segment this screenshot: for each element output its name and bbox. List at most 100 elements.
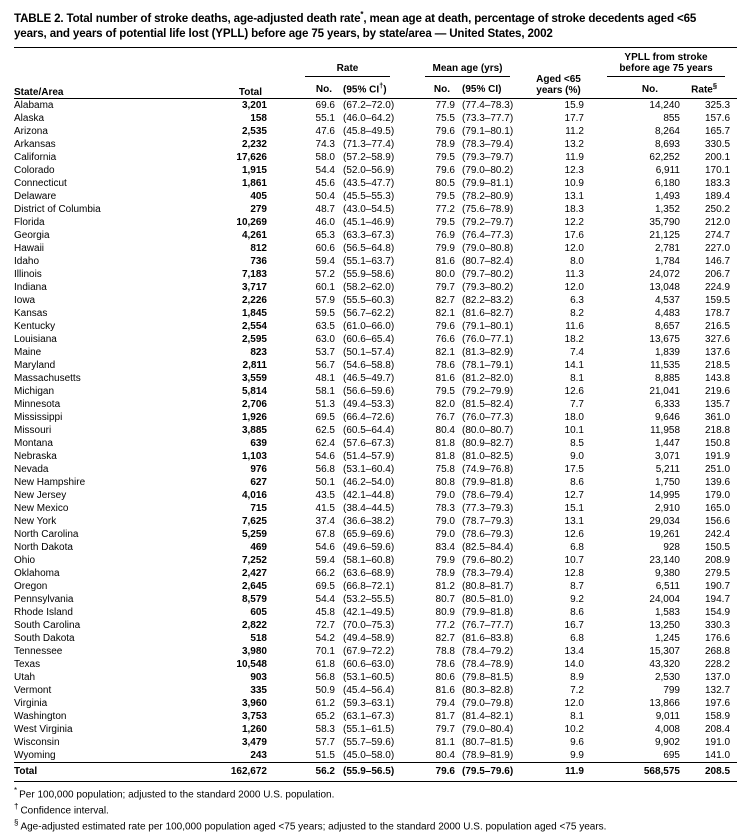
cell-aged-under-65-pct: 9.0 bbox=[570, 451, 584, 463]
cell-total: 469 bbox=[250, 542, 267, 554]
cell-rate-no: 54.4 bbox=[315, 594, 335, 606]
cell-mean-age-ci: (80.3–82.8) bbox=[462, 685, 514, 697]
cell-ypll-no: 23,140 bbox=[649, 555, 680, 567]
cell-state-area: Indiana bbox=[14, 282, 47, 294]
cell-mean-age-no: 75.8 bbox=[435, 464, 455, 476]
table-row: Arizona 2,535 47.6 (45.8–49.5) 79.6 (79.1–80.… bbox=[14, 125, 737, 138]
cell-rate-no: 72.7 bbox=[315, 620, 335, 632]
col-header-aged-under-65: Aged <65 years (%) bbox=[515, 46, 584, 100]
footnote-dagger: † Confidence interval. bbox=[14, 801, 727, 817]
cell-mean-age-ci: (79.0–80.2) bbox=[462, 165, 514, 177]
table-row: New Jersey 4,016 43.5 (42.1–44.8) 79.0 (78.6–… bbox=[14, 489, 737, 502]
cell-aged-under-65-pct: 12.6 bbox=[564, 529, 584, 541]
cell-ypll-no: 799 bbox=[663, 685, 680, 697]
cell-mean-age-ci: (80.9–82.7) bbox=[462, 438, 514, 450]
cell-state-area: South Carolina bbox=[14, 620, 81, 632]
footnote-text: Confidence interval. bbox=[20, 805, 109, 817]
table-row: Wisconsin 3,479 57.7 (55.7–59.6) 81.1 (80.7–8… bbox=[14, 736, 737, 749]
cell-mean-age-no: 79.5 bbox=[435, 152, 455, 164]
table-row: Idaho 736 59.4 (55.1–63.7) 81.6 (80.7–82.4) 8.… bbox=[14, 255, 737, 268]
cell-rate-no: 48.7 bbox=[315, 204, 335, 216]
cell-mean-age-no: 80.4 bbox=[435, 425, 455, 437]
cell-total: 1,926 bbox=[241, 412, 267, 424]
cell-ypll-no: 11,535 bbox=[650, 360, 680, 372]
cell-state-area: Alaska bbox=[14, 113, 45, 125]
cell-total: 605 bbox=[250, 607, 267, 619]
table-row: Maine 823 53.7 (50.1–57.4) 82.1 (81.3–82.9) 7.… bbox=[14, 346, 737, 359]
table-row: Iowa 2,226 57.9 (55.5–60.3) 82.7 (82.2–83.2) 6… bbox=[14, 294, 737, 307]
cell-mean-age-no: 79.5 bbox=[435, 386, 455, 398]
cell-state-area: Virginia bbox=[14, 698, 48, 710]
col-header-mean-no: No. bbox=[397, 76, 455, 100]
cell-ypll-rate: 178.7 bbox=[704, 308, 731, 320]
table-row: Missouri 3,885 62.5 (60.5–64.4) 80.4 (80.0–80… bbox=[14, 424, 737, 437]
cell-mean-age-ci: (81.5–82.4) bbox=[462, 399, 514, 411]
cell-ypll-rate: 158.9 bbox=[704, 711, 731, 723]
cell-ypll-no: 15,307 bbox=[649, 646, 680, 658]
cell-state-area: Rhode Island bbox=[14, 607, 73, 619]
cell-ypll-rate: 179.0 bbox=[704, 490, 731, 502]
cell-ypll-no: 1,352 bbox=[654, 204, 680, 216]
cell-rate-no: 50.1 bbox=[315, 477, 335, 489]
cell-ypll-no: 21,125 bbox=[649, 230, 680, 242]
cell-state-area: Montana bbox=[14, 438, 53, 450]
cell-total: 2,811 bbox=[242, 360, 267, 372]
cell-rate-no: 54.6 bbox=[315, 451, 335, 463]
cell-mean-age-no: 79.0 bbox=[435, 516, 455, 528]
cell-state-area: Pennsylvania bbox=[14, 594, 74, 606]
cell-rate-ci: (55.5–60.3) bbox=[343, 295, 395, 307]
col-header-ypll-no: No. bbox=[584, 76, 680, 100]
cell-rate-ci: (56.6–59.6) bbox=[343, 386, 395, 398]
cell-ypll-no: 695 bbox=[663, 750, 680, 762]
table-row: Delaware 405 50.4 (45.5–55.3) 79.5 (78.2–80.9… bbox=[14, 190, 737, 203]
cell-ypll-rate: 268.8 bbox=[704, 646, 731, 658]
cell-mean-age-no: 77.2 bbox=[435, 620, 455, 632]
cell-state-area: Oregon bbox=[14, 581, 48, 593]
footnote-marker: † bbox=[14, 802, 19, 812]
cell-rate-no: 51.3 bbox=[315, 399, 335, 411]
ypll-label-line1: YPLL from stroke bbox=[624, 51, 708, 63]
cell-ypll-no: 1,784 bbox=[654, 256, 680, 268]
cell-ypll-no: 13,675 bbox=[649, 334, 680, 346]
cell-rate-ci: (60.6–63.0) bbox=[343, 659, 395, 671]
cell-ypll-no: 5,211 bbox=[655, 464, 680, 476]
cell-state-area: Georgia bbox=[14, 230, 50, 242]
cell-rate-no: 54.2 bbox=[315, 633, 335, 645]
cell-total: 3,960 bbox=[241, 698, 267, 710]
cell-state-area: Wyoming bbox=[14, 750, 56, 762]
cell-rate-ci: (38.4–44.5) bbox=[343, 503, 395, 515]
cell-rate-ci: (58.2–62.0) bbox=[343, 282, 395, 294]
cell-state-area: Vermont bbox=[14, 685, 52, 697]
cell-state-area: Louisiana bbox=[14, 334, 57, 346]
cell-rate-no: 63.5 bbox=[315, 321, 335, 333]
cell-aged-under-65-pct: 8.1 bbox=[570, 711, 584, 723]
cell-ypll-no: 9,902 bbox=[654, 737, 680, 749]
cell-ypll-rate: 200.1 bbox=[704, 152, 731, 164]
cell-state-area: Missouri bbox=[14, 425, 52, 437]
cell-ypll-rate: 141.0 bbox=[704, 750, 731, 762]
cell-total: 715 bbox=[250, 503, 267, 515]
cell-ypll-rate: 325.3 bbox=[704, 100, 731, 112]
cell-rate-no: 43.5 bbox=[315, 490, 335, 502]
cell-rate-no: 45.6 bbox=[315, 178, 335, 190]
cell-rate-ci: (60.5–64.4) bbox=[343, 425, 395, 437]
cell-ypll-no: 6,180 bbox=[654, 178, 680, 190]
cell-aged-under-65-pct: 9.9 bbox=[570, 750, 584, 762]
cell-mean-age-no: 79.7 bbox=[435, 282, 455, 294]
cell-mean-age-ci: (77.3–79.3) bbox=[462, 503, 514, 515]
cell-rate-ci: (54.6–58.8) bbox=[343, 360, 395, 372]
cell-state-area: Kansas bbox=[14, 308, 48, 320]
table-header: State/Area Total Rate Mean age (yrs) Age… bbox=[14, 46, 737, 100]
table-row: Florida 10,269 46.0 (45.1–46.9) 79.5 (79.2–79… bbox=[14, 216, 737, 229]
cell-ypll-rate: 208.4 bbox=[704, 724, 731, 736]
table-row: Louisiana 2,595 63.0 (60.6–65.4) 76.6 (76.0–7… bbox=[14, 333, 737, 346]
cell-rate-no: 74.3 bbox=[315, 139, 335, 151]
cell-mean-age-no: 78.9 bbox=[435, 568, 455, 580]
cell-rate-ci: (55.1–63.7) bbox=[343, 256, 395, 268]
cell-aged-under-65-pct: 10.9 bbox=[564, 178, 584, 190]
cell-aged-under-65-pct: 6.8 bbox=[570, 542, 584, 554]
cell-ypll-no: 13,866 bbox=[649, 698, 680, 710]
cell-mean-age-no: 78.8 bbox=[435, 646, 455, 658]
cell-aged-under-65-pct: 8.5 bbox=[570, 438, 584, 450]
cell-mean-age-no: 81.1 bbox=[435, 737, 455, 749]
